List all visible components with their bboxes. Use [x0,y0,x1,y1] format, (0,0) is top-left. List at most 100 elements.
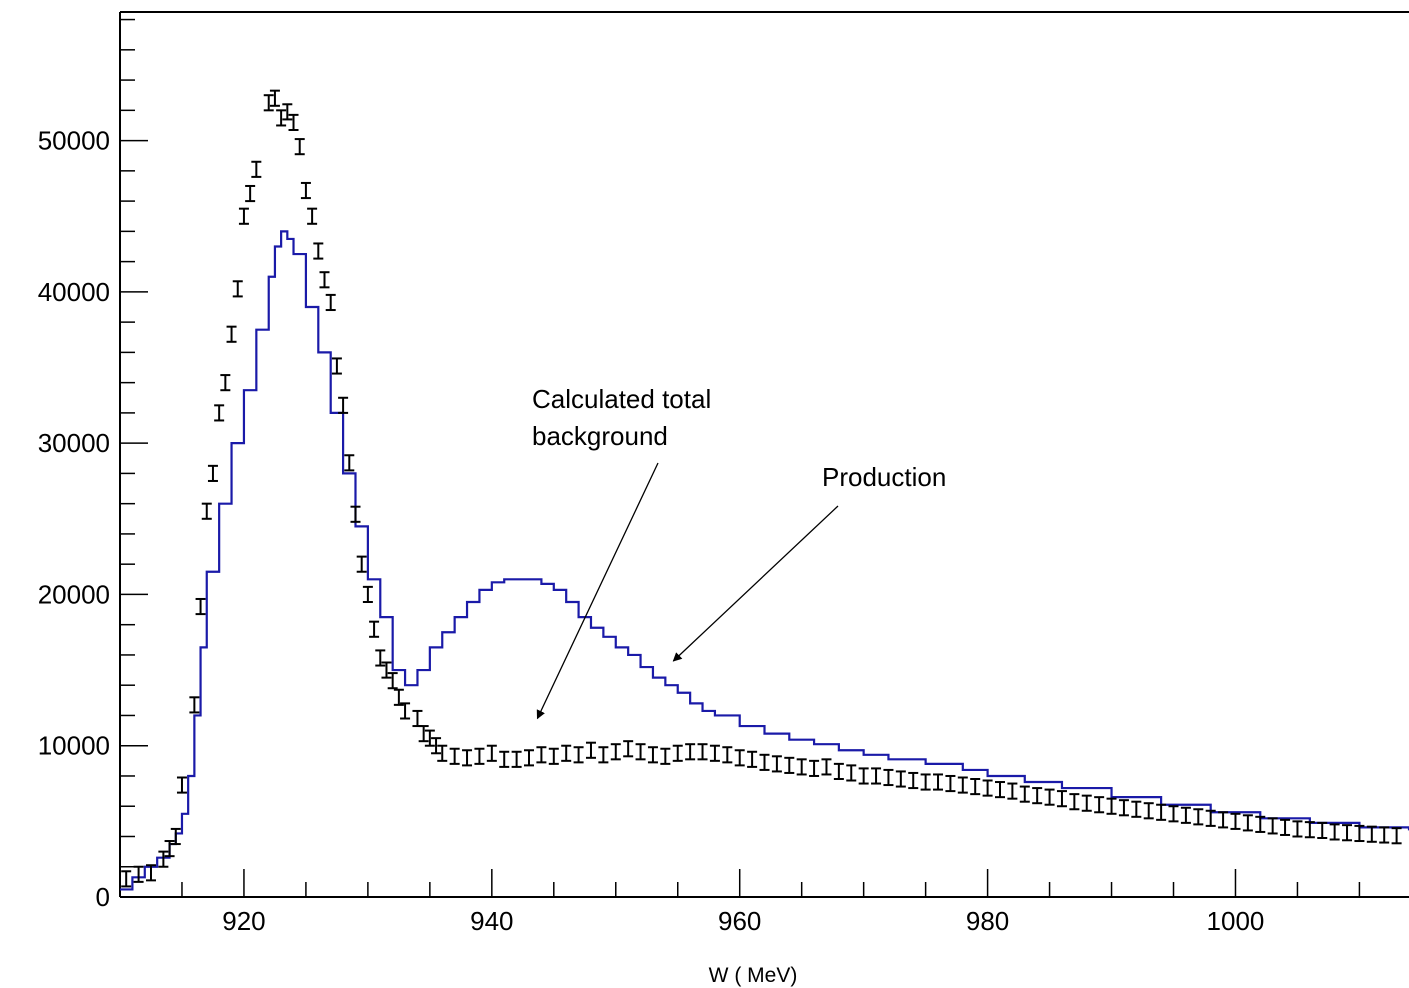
series-layer [120,89,1409,891]
data-point [759,753,770,771]
data-point [1143,802,1154,820]
data-point [356,555,367,573]
data-point [207,464,218,482]
data-point [697,743,708,761]
data-point [170,827,181,846]
data-point [437,744,448,762]
data-point [121,870,132,888]
data-point [1056,790,1067,808]
data-point [350,505,361,523]
data-point [238,207,249,225]
data-point [499,750,510,768]
x-tick-label: 1000 [1207,906,1265,936]
data-point [325,293,336,312]
data-point [524,749,535,767]
annotation-background-line: background [532,421,668,451]
x-tick-label: 980 [966,906,1009,936]
production-histogram-line [120,230,1409,891]
y-tick-label: 30000 [38,428,110,458]
data-point [1180,806,1191,824]
data-point [846,764,857,782]
data-point [393,688,404,706]
data-point [709,744,720,762]
data-point [1230,812,1241,830]
data-point [548,747,559,765]
data-point [300,181,311,200]
data-point [1218,811,1229,829]
annotation-background-text: Calculated total background [532,384,711,451]
data-point [1242,814,1253,832]
data-point [585,741,596,759]
data-point [474,747,485,765]
data-point [784,756,795,774]
data-point [957,776,968,794]
data-point [1329,823,1340,841]
data-point [400,702,411,720]
data-point [895,770,906,788]
annotation-production-text: Production [822,462,946,492]
data-point [858,767,869,785]
data-point [536,746,547,764]
data-point [1156,803,1167,821]
data-point [1007,782,1018,800]
data-point [307,207,318,225]
data-point [214,404,225,422]
data-point [158,850,169,868]
annotation-production-arrow [672,505,839,662]
plot-frame [119,11,1409,898]
data-point [294,138,305,156]
data-point [598,746,609,764]
data-point [1106,797,1117,815]
y-tick-label: 40000 [38,277,110,307]
data-point [660,747,671,765]
data-point [1255,815,1266,833]
data-point [201,502,212,520]
data-point [486,744,497,762]
data-point [1131,800,1142,818]
data-point [561,744,572,762]
data-point [269,89,280,107]
data-point [1267,817,1278,835]
data-point [251,160,262,178]
annotation-background-arrow [536,462,659,720]
data-point [647,746,658,764]
data-point [1044,788,1055,806]
data-point [220,374,231,392]
data-point [1094,796,1105,814]
data-point [610,743,621,761]
data-point [387,672,398,690]
data-point [344,454,355,472]
data-point [573,746,584,764]
data-point [635,743,646,761]
data-point [313,242,324,260]
data-point [145,864,156,882]
data-point [288,113,299,131]
x-axis: 920 940 960 980 1000 [119,869,1361,936]
data-point [381,661,392,679]
y-tick-label: 10000 [38,731,110,761]
data-point [734,749,745,767]
data-point [133,865,144,883]
data-point [511,750,522,768]
data-point [338,396,349,414]
data-point [164,840,175,858]
data-point [623,740,634,758]
data-point [424,729,435,747]
data-point [908,771,919,790]
data-point [1366,825,1377,843]
data-point [1081,794,1092,812]
data-point [282,103,293,121]
data-point [1304,821,1315,839]
data-point [412,709,423,728]
x-tick-label: 940 [470,906,513,936]
data-point [1292,820,1303,838]
data-point [1032,787,1043,805]
data-point [1391,827,1402,845]
data-point [833,762,844,780]
data-point [1118,799,1129,817]
data-point [821,758,832,776]
data-point [245,184,256,203]
data-point [809,759,820,777]
data-point [685,743,696,761]
data-point [176,776,187,794]
